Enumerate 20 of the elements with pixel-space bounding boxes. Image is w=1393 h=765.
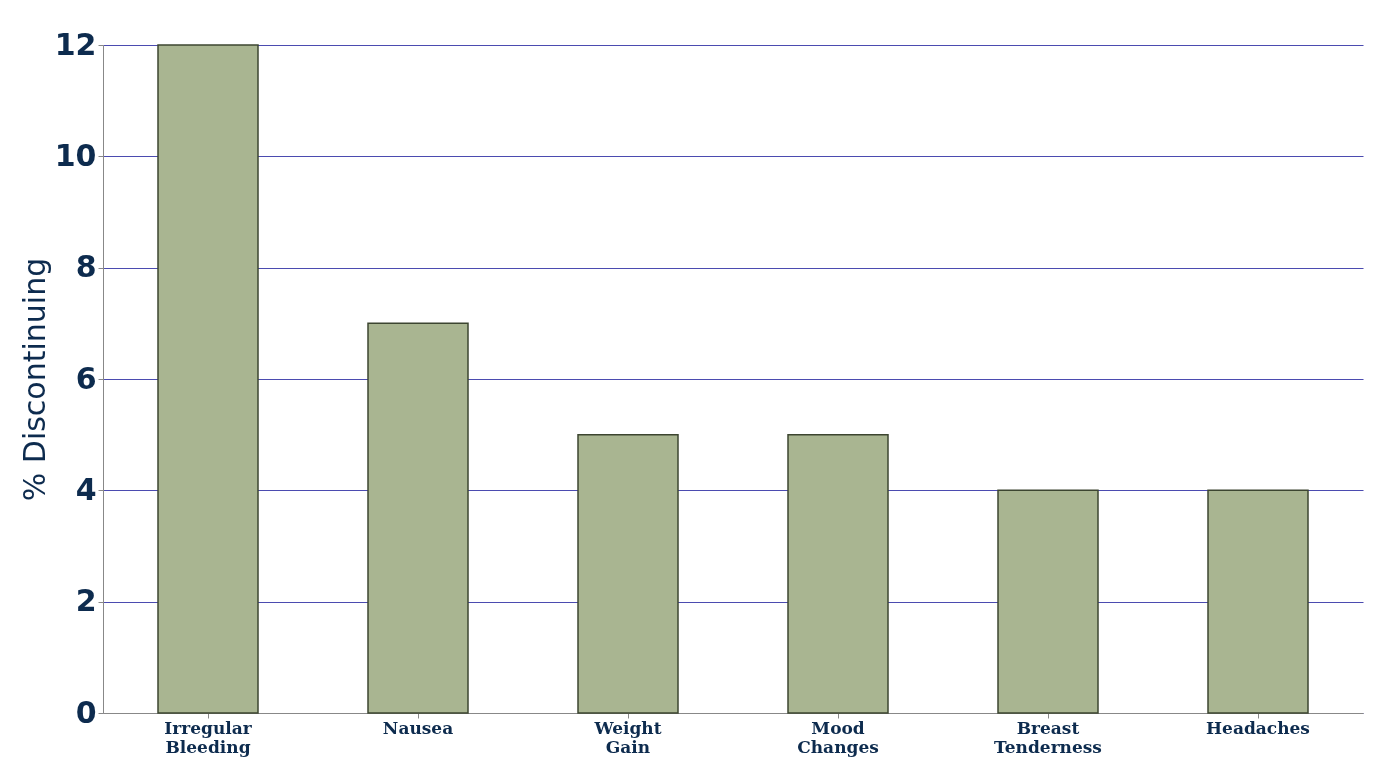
x-tick-label: Breast Tenderness — [994, 717, 1102, 757]
y-tick-label: 8 — [75, 249, 97, 285]
x-tick-label: Irregular Bleeding — [164, 717, 253, 757]
y-tick-label: 10 — [54, 137, 97, 173]
x-tick-label: Headaches — [1206, 717, 1310, 738]
bar — [577, 433, 679, 714]
x-tick-label: Weight Gain — [593, 717, 662, 757]
x-tick-label: Mood Changes — [797, 717, 879, 757]
y-tick-label: 2 — [75, 583, 97, 619]
y-tick-label: 4 — [75, 471, 97, 507]
bar — [997, 489, 1099, 714]
bar — [1207, 489, 1309, 714]
bar — [367, 322, 469, 714]
y-tick-label: 0 — [75, 694, 97, 730]
y-axis-title: % Discontinuing — [16, 257, 52, 502]
y-tick-label: 6 — [75, 360, 97, 396]
y-tick-label: 12 — [54, 26, 97, 62]
bar — [157, 44, 259, 714]
x-tick-label: Nausea — [382, 717, 454, 738]
bar — [787, 433, 889, 714]
